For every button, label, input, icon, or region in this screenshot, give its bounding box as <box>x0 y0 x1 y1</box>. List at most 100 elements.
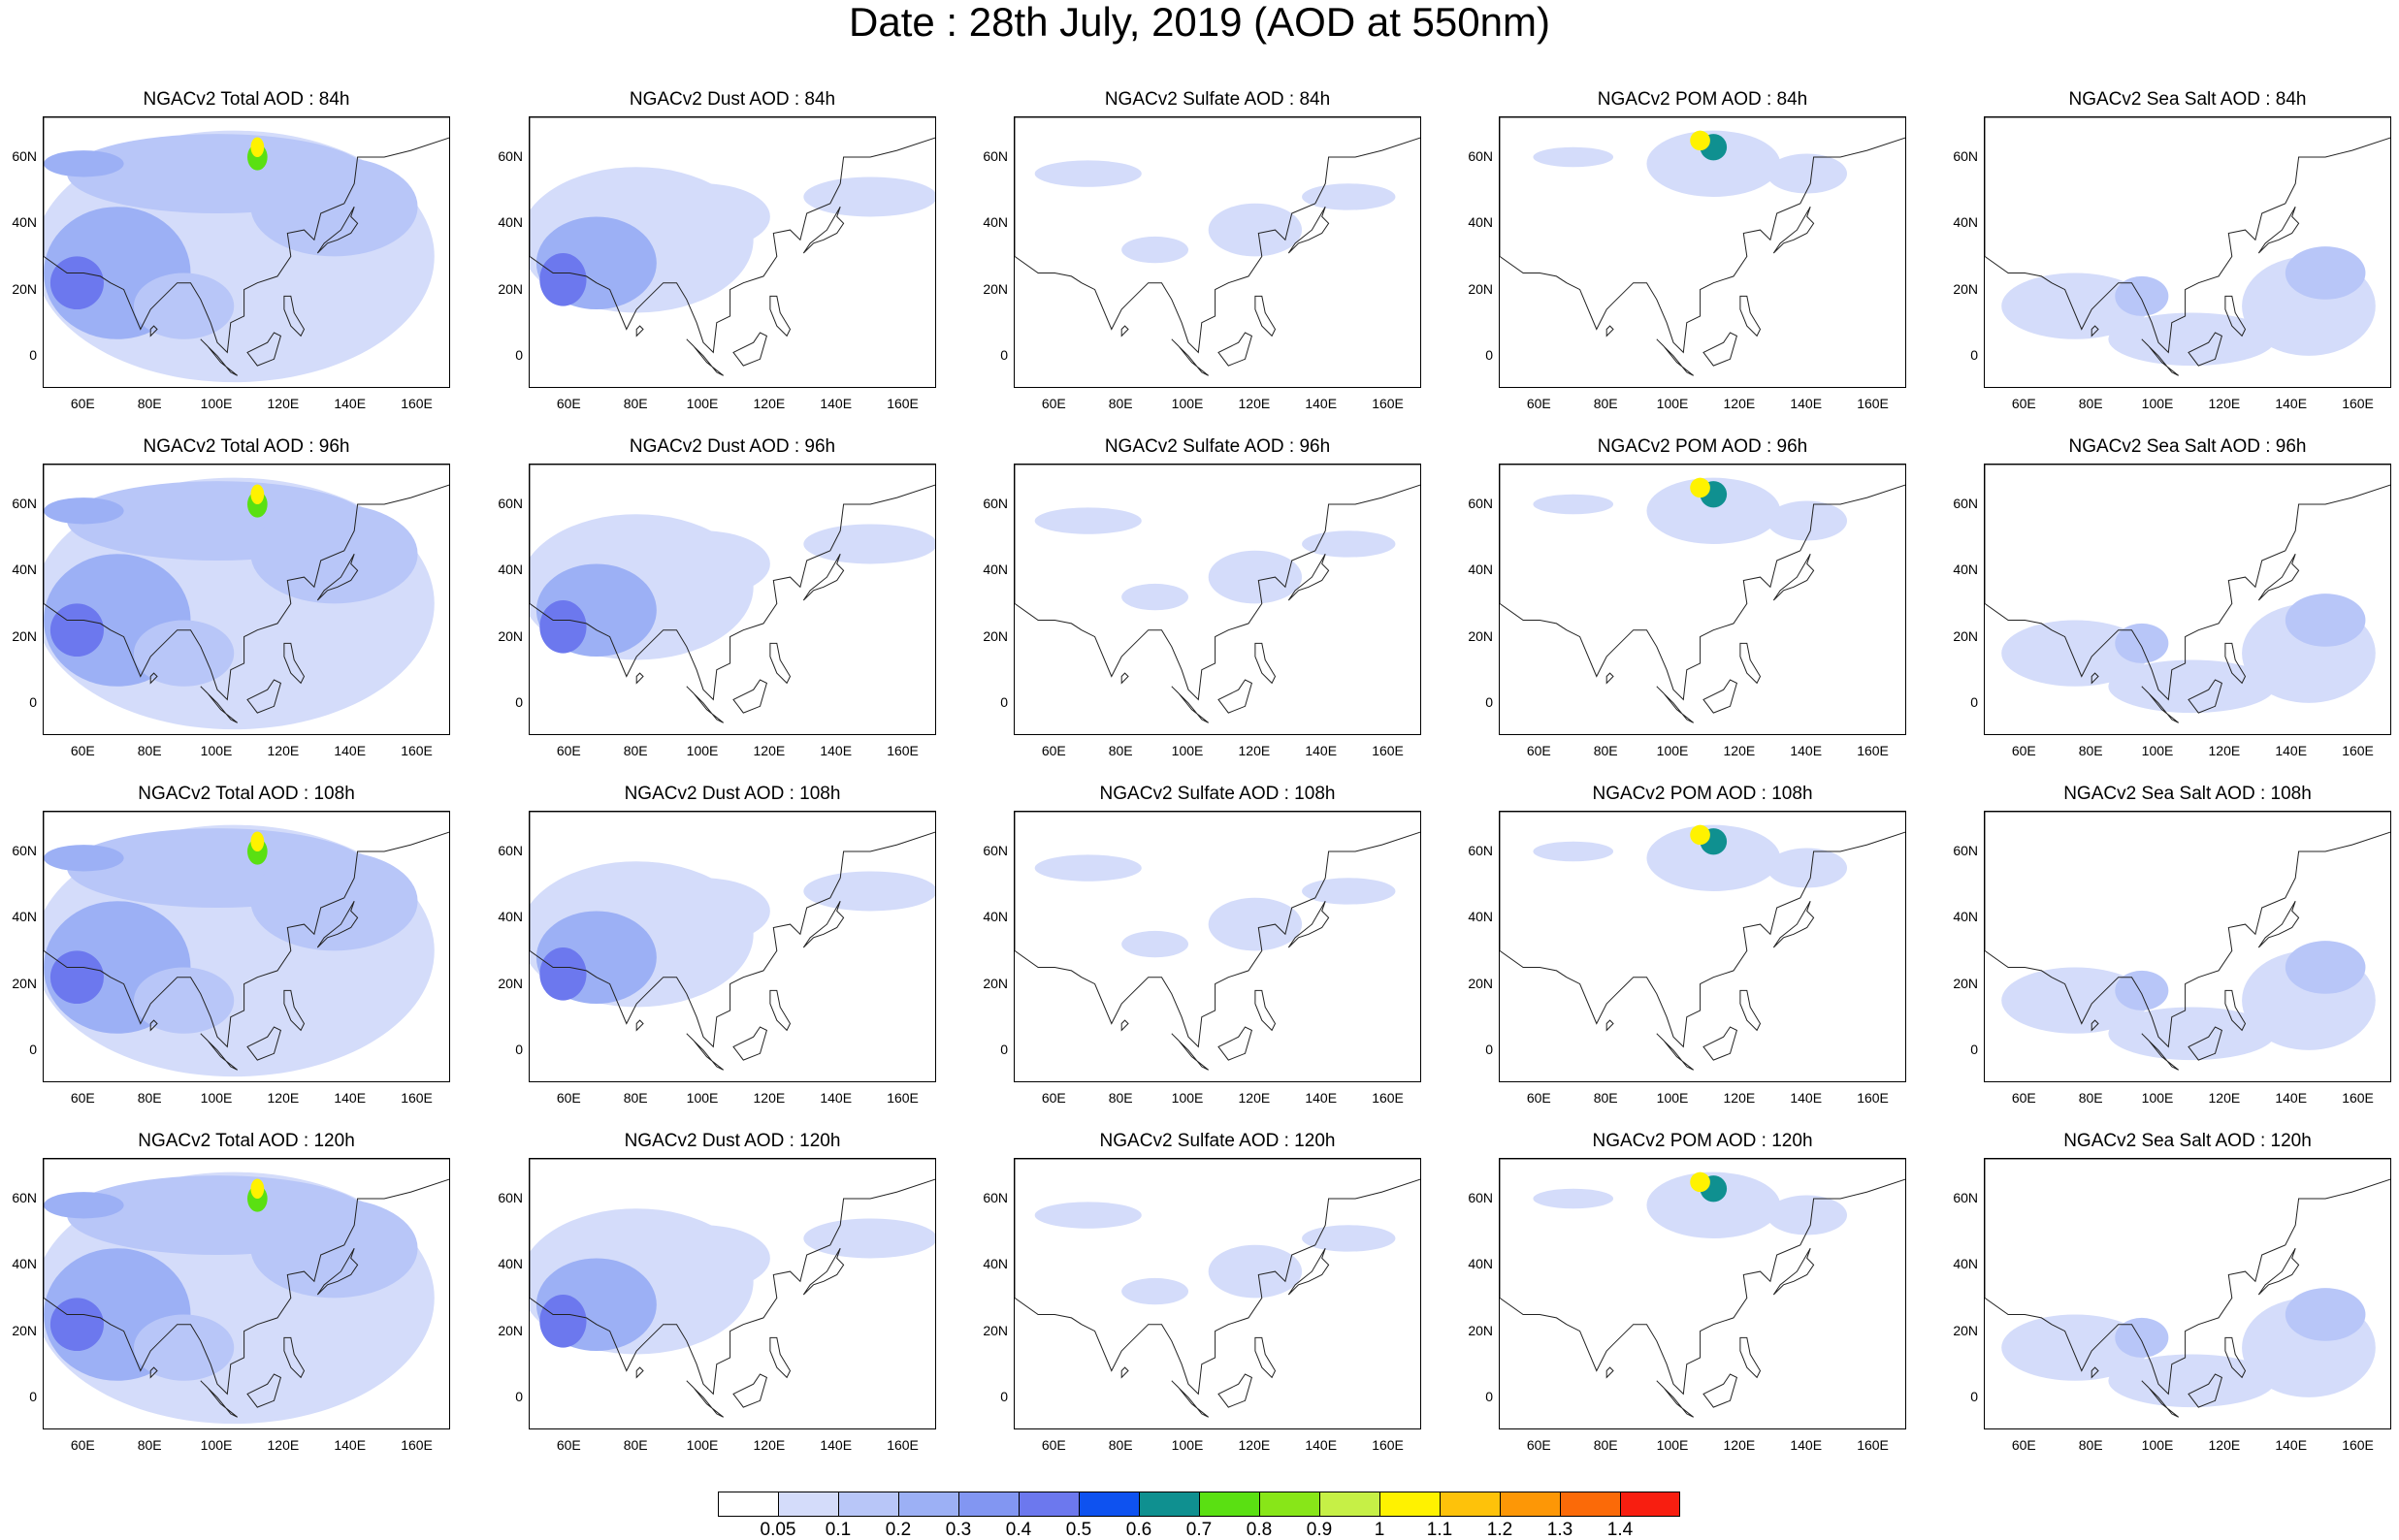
coastline <box>769 295 792 337</box>
lat-tick-label: 0 <box>29 1388 37 1404</box>
aod-field-patch <box>1533 494 1614 515</box>
coastline <box>1500 117 1905 354</box>
coastline <box>732 679 767 714</box>
aod-field-patch <box>44 150 124 177</box>
panel-title: NGACv2 Dust AOD : 84h <box>629 89 836 110</box>
coastline <box>530 1159 935 1396</box>
aod-map <box>44 117 449 383</box>
lat-tick-label: 0 <box>1485 1388 1493 1404</box>
lat-tick-label: 40N <box>1468 1256 1493 1272</box>
aod-field-patch <box>1121 930 1189 958</box>
colorbar-label: 0.6 <box>1125 1520 1152 1540</box>
aod-field-patch <box>539 947 587 1001</box>
map-plot-area <box>43 1158 450 1429</box>
coastline <box>246 679 281 714</box>
map-panel-pom: NGACv2 POM AOD : 96h 60N 40N 20N 0 60E 80E 100E… <box>1468 436 1906 766</box>
colorbar-swatch <box>1379 1492 1440 1517</box>
lon-tick-label: 160E <box>1857 743 1889 758</box>
lat-tick-label: 20N <box>1953 975 1978 991</box>
aod-field-patch <box>49 1298 104 1352</box>
lon-tick-label: 160E <box>401 1090 433 1106</box>
coastline <box>2224 1336 2247 1379</box>
lon-tick-label: 120E <box>2208 396 2241 411</box>
lon-tick-label: 120E <box>1238 1090 1271 1106</box>
lat-tick-label: 0 <box>1970 693 1978 710</box>
coastline <box>1287 900 1330 948</box>
lat-tick-label: 60N <box>12 842 37 858</box>
lat-tick-label: 0 <box>29 693 37 710</box>
map-panel-sulfate: NGACv2 Sulfate AOD : 96h 60N 40N 20N 0 60E 80E… <box>983 436 1421 766</box>
colorbar-swatch <box>718 1492 778 1517</box>
coastline <box>283 295 306 337</box>
aod-field-patch <box>636 878 770 945</box>
lon-tick-label: 160E <box>2342 1090 2374 1106</box>
lon-tick-label: 160E <box>887 1090 919 1106</box>
lon-tick-label: 100E <box>1171 1090 1204 1106</box>
coastline <box>686 686 725 723</box>
lon-tick-label: 160E <box>887 743 919 758</box>
aod-field-patch <box>1646 1171 1781 1238</box>
map-plot-area <box>529 1158 936 1429</box>
lon-tick-label: 60E <box>1526 743 1551 758</box>
lat-tick-label: 0 <box>29 346 37 363</box>
lon-tick-label: 60E <box>70 396 95 411</box>
coastline <box>1656 1033 1695 1071</box>
aod-field-patch <box>1690 130 1710 151</box>
map-plot-area <box>1014 116 1421 388</box>
lon-tick-label: 80E <box>623 1090 648 1106</box>
aod-field-patch <box>133 620 235 687</box>
map-plot-area <box>43 116 450 388</box>
coastline <box>2141 686 2180 723</box>
aod-field-patch <box>2285 1288 2366 1341</box>
panel-title: NGACv2 POM AOD : 84h <box>1597 89 1808 110</box>
lat-tick-label: 0 <box>29 1041 37 1057</box>
colorbar-swatch <box>958 1492 1019 1517</box>
lon-tick-label: 60E <box>70 1437 95 1453</box>
colorbar-label: 0.2 <box>885 1520 912 1540</box>
lon-tick-label: 80E <box>1108 1437 1133 1453</box>
lon-tick-label: 120E <box>753 1090 786 1106</box>
lon-tick-label: 140E <box>1305 396 1338 411</box>
colorbar-swatch <box>1440 1492 1500 1517</box>
lat-tick-label: 40N <box>498 561 523 578</box>
coastline <box>2224 295 2247 337</box>
coastline <box>1656 686 1695 723</box>
lat-tick-label: 60N <box>12 147 37 164</box>
lat-tick-label: 20N <box>1468 975 1493 991</box>
aod-field-patch <box>1767 500 1848 541</box>
lat-tick-label: 40N <box>12 214 37 231</box>
coastline <box>802 553 845 601</box>
aod-field-patch <box>250 1198 418 1299</box>
coastline <box>44 1159 449 1396</box>
lon-tick-label: 120E <box>1723 743 1756 758</box>
lon-tick-label: 80E <box>2078 1090 2103 1106</box>
coastline <box>149 325 158 337</box>
aod-field-patch <box>1767 848 1848 888</box>
aod-map <box>1985 1159 2390 1418</box>
lon-tick-label: 140E <box>2275 743 2308 758</box>
aod-field-patch <box>803 176 935 217</box>
coastline <box>149 672 158 685</box>
aod-field-patch <box>2108 1007 2276 1061</box>
coastline <box>1656 1380 1695 1418</box>
coastline <box>1254 989 1277 1032</box>
lon-tick-label: 80E <box>137 1437 162 1453</box>
coastline <box>2091 672 2099 685</box>
lat-tick-label: 60N <box>12 495 37 511</box>
aod-map <box>44 812 449 1077</box>
coastline <box>635 325 644 337</box>
lat-tick-label: 40N <box>1953 214 1978 231</box>
lat-tick-label: 60N <box>983 1189 1008 1205</box>
lat-tick-label: 40N <box>983 909 1008 925</box>
lon-tick-label: 120E <box>2208 1090 2241 1106</box>
lon-tick-label: 160E <box>1857 1090 1889 1106</box>
coastline <box>1171 338 1210 376</box>
lon-tick-label: 140E <box>1790 743 1823 758</box>
lon-tick-label: 60E <box>1526 1090 1551 1106</box>
lon-tick-label: 140E <box>1305 743 1338 758</box>
lon-tick-label: 60E <box>556 1437 581 1453</box>
aod-field-patch <box>2108 312 2276 367</box>
lat-tick-label: 60N <box>983 495 1008 511</box>
aod-field-patch <box>2285 594 2366 647</box>
lat-tick-label: 40N <box>1468 561 1493 578</box>
